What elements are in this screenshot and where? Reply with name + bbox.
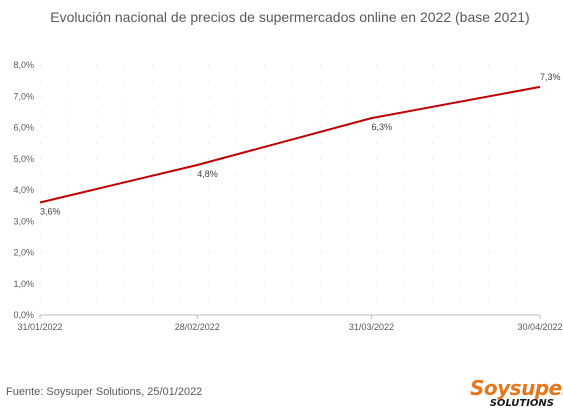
logo-brand: Soysuper	[470, 376, 563, 400]
line-chart: 0,0% 1,0% 2,0% 3,0% 4,0% 5,0% 6,0% 7,0% 8,0% 31/0…	[13, 60, 562, 332]
data-label: 6,3%	[371, 122, 392, 132]
label-layer: 3,6% 4,8% 6,3% 7,3%	[40, 72, 561, 217]
x-tick-label: 31/01/2022	[17, 322, 62, 332]
x-tick-label: 31/03/2022	[349, 322, 394, 332]
series-layer	[39, 85, 541, 204]
soysuper-logo: Soysuper SOLUTIONS	[470, 376, 563, 412]
x-tick-label: 28/02/2022	[175, 322, 220, 332]
y-tick-label: 2,0%	[13, 248, 34, 258]
source-note: Fuente: Soysuper Solutions, 25/01/2022	[6, 386, 203, 398]
chart-title: Evolución nacional de precios de superme…	[50, 9, 530, 25]
y-tick-label: 6,0%	[13, 123, 34, 133]
y-tick-label: 3,0%	[13, 216, 34, 226]
data-label: 3,6%	[40, 207, 61, 217]
y-tick-label: 7,0%	[13, 91, 34, 101]
data-label: 7,3%	[540, 72, 561, 82]
y-tick-label: 8,0%	[13, 60, 34, 70]
y-tick-label: 0,0%	[13, 310, 34, 320]
y-tick-label: 5,0%	[13, 154, 34, 164]
x-tick-label: 30/04/2022	[517, 322, 562, 332]
y-tick-label: 1,0%	[13, 279, 34, 289]
y-tick-label: 4,0%	[13, 185, 34, 195]
grid-layer	[40, 64, 540, 316]
logo-sub: SOLUTIONS	[489, 398, 554, 409]
axis-layer: 0,0% 1,0% 2,0% 3,0% 4,0% 5,0% 6,0% 7,0% 8,0% 31/0…	[13, 60, 562, 332]
data-label: 4,8%	[197, 169, 218, 179]
series-line	[39, 85, 541, 204]
